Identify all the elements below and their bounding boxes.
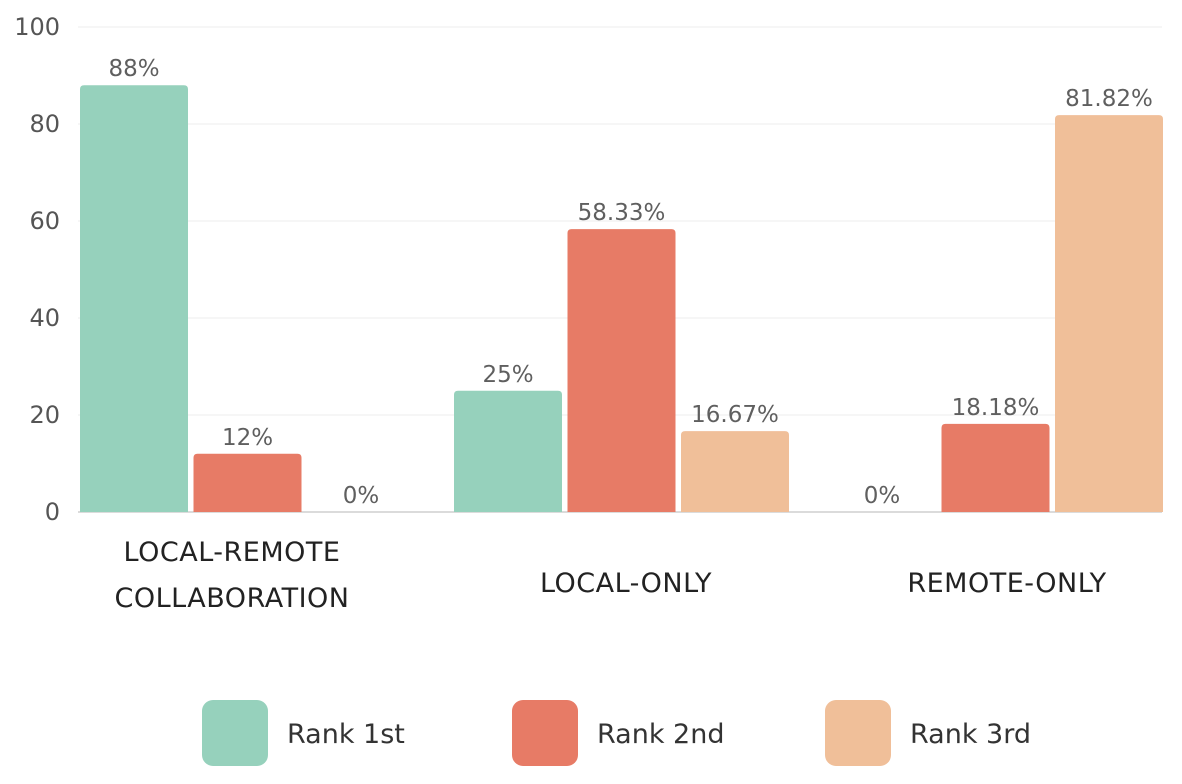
legend-swatch: [202, 700, 268, 766]
category-label: COLLABORATION: [114, 583, 349, 614]
y-axis: 0 20 40 60 80 100: [14, 13, 60, 526]
bars: [80, 85, 1163, 513]
y-tick-label: 60: [29, 207, 60, 235]
bar-value-labels: 88% 25% 0% 12% 58.33% 18.18% 0% 16.67% 81.82%: [108, 56, 1152, 509]
y-tick-label: 20: [29, 401, 60, 429]
legend-label: Rank 3rd: [910, 719, 1031, 750]
bar-value-label: 25%: [482, 362, 533, 388]
bar-value-label: 88%: [108, 56, 159, 82]
bar-value-label: 81.82%: [1065, 86, 1153, 112]
bar: [567, 229, 676, 513]
legend-label: Rank 1st: [287, 719, 405, 750]
bar: [1055, 115, 1163, 512]
category-label: LOCAL-REMOTE: [124, 537, 341, 568]
legend-label: Rank 2nd: [597, 719, 724, 750]
bar: [80, 85, 188, 512]
legend-swatch: [512, 700, 578, 766]
bar-value-label: 58.33%: [578, 200, 666, 226]
bar-value-label: 18.18%: [952, 395, 1040, 421]
bar: [454, 390, 562, 512]
bar: [193, 453, 302, 512]
bar-value-label: 16.67%: [691, 402, 779, 428]
y-tick-label: 0: [45, 498, 60, 526]
category-label: REMOTE-ONLY: [907, 568, 1106, 599]
y-tick-label: 100: [14, 13, 60, 41]
legend: Rank 1st Rank 2nd Rank 3rd: [202, 700, 1031, 766]
y-tick-label: 80: [29, 110, 60, 138]
x-axis: LOCAL-REMOTE COLLABORATION LOCAL-ONLY REMOT…: [114, 537, 1106, 614]
bar-value-label: 0%: [343, 483, 380, 509]
y-tick-label: 40: [29, 304, 60, 332]
bar: [941, 423, 1050, 512]
bar-value-label: 12%: [222, 425, 273, 451]
bar: [681, 431, 789, 512]
legend-swatch: [825, 700, 891, 766]
category-label: LOCAL-ONLY: [540, 568, 712, 599]
bar-value-label: 0%: [864, 483, 901, 509]
